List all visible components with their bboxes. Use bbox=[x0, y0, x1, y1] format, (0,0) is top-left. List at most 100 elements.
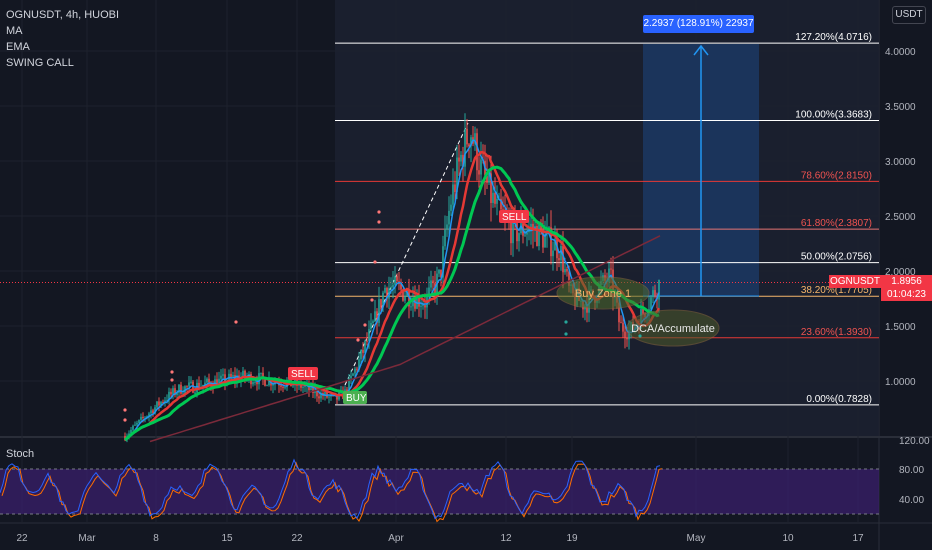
candle-body bbox=[442, 246, 444, 278]
swing-dot bbox=[123, 408, 127, 412]
candle bbox=[394, 266, 396, 294]
currency-button[interactable]: USDT bbox=[892, 6, 926, 24]
candle-body bbox=[496, 198, 498, 204]
candle-body bbox=[474, 133, 476, 144]
candle-body bbox=[552, 250, 554, 257]
measure-arrow-head bbox=[693, 44, 709, 56]
candle bbox=[496, 185, 498, 216]
slow-ma-line bbox=[149, 235, 661, 443]
candle bbox=[364, 339, 366, 363]
candle-body bbox=[438, 269, 440, 274]
candle bbox=[328, 394, 330, 404]
candle-body bbox=[512, 215, 514, 244]
candle-body bbox=[370, 322, 372, 330]
candle bbox=[272, 380, 274, 394]
candle-body bbox=[182, 393, 184, 395]
candle-body bbox=[524, 234, 526, 236]
candle-body bbox=[490, 173, 492, 204]
candle-body bbox=[356, 368, 358, 370]
candle-body bbox=[544, 234, 546, 248]
candle bbox=[468, 143, 470, 159]
candle bbox=[458, 144, 460, 176]
candle-body bbox=[586, 305, 588, 313]
candle bbox=[174, 384, 176, 398]
candle-body bbox=[160, 401, 162, 406]
legend-swing-call[interactable]: SWING CALL bbox=[6, 57, 74, 69]
price-tick-label: 2.0000 bbox=[885, 267, 916, 278]
candle-body bbox=[564, 268, 566, 273]
legend-ma[interactable]: MA bbox=[6, 25, 23, 37]
candle-body bbox=[336, 395, 338, 400]
swing-dot bbox=[638, 334, 642, 338]
candle-body bbox=[608, 268, 610, 283]
candle-body bbox=[494, 192, 496, 204]
candle-body bbox=[470, 137, 472, 147]
candle-body bbox=[518, 233, 520, 242]
sell-signal-text: SELL bbox=[291, 369, 316, 380]
candle bbox=[566, 266, 568, 277]
candle-body bbox=[320, 393, 322, 399]
price-tick-label: 4.0000 bbox=[885, 47, 916, 58]
stoch-legend[interactable]: Stoch bbox=[6, 448, 35, 460]
candle bbox=[554, 225, 556, 251]
candle-body bbox=[568, 271, 570, 286]
candle-body bbox=[198, 382, 200, 389]
candle-body bbox=[252, 382, 254, 385]
fib-level-label: 100.00%(3.3683) bbox=[795, 109, 872, 120]
candle-body bbox=[140, 416, 142, 420]
candle bbox=[408, 278, 410, 319]
candle-body bbox=[510, 221, 512, 244]
sell-signal-bg bbox=[499, 210, 529, 223]
candle-body bbox=[468, 144, 470, 147]
stoch-tick-label: 40.00 bbox=[899, 495, 924, 506]
candle-body bbox=[610, 268, 612, 270]
candle-body bbox=[376, 311, 378, 323]
candle-body bbox=[216, 379, 218, 387]
price-tick-label: 3.0000 bbox=[885, 157, 916, 168]
candle bbox=[490, 155, 492, 222]
candle bbox=[480, 141, 482, 186]
candle bbox=[562, 231, 564, 289]
time-tick-label: 17 bbox=[852, 533, 864, 544]
candle-body bbox=[188, 382, 190, 387]
stoch-k-line bbox=[0, 458, 661, 520]
candle-body bbox=[174, 388, 176, 395]
price-tick-label: 2.5000 bbox=[885, 212, 916, 223]
candle bbox=[180, 381, 182, 395]
candle-body bbox=[166, 400, 168, 402]
candle-body bbox=[202, 384, 204, 387]
candle-body bbox=[134, 424, 136, 426]
legend-symbol[interactable]: OGNUSDT, 4h, HUOBI bbox=[6, 9, 120, 21]
candle bbox=[442, 235, 444, 292]
candle bbox=[374, 299, 376, 322]
candle-body bbox=[204, 382, 206, 385]
candle bbox=[320, 388, 322, 402]
candle-body bbox=[162, 401, 164, 403]
candle bbox=[518, 232, 520, 252]
candle-body bbox=[378, 299, 380, 323]
candle-body bbox=[194, 392, 196, 394]
symbol-price-tag: OGNUSDT bbox=[829, 275, 881, 289]
candle-body bbox=[624, 331, 626, 338]
candle-body bbox=[138, 419, 140, 423]
candle bbox=[204, 375, 206, 386]
candle-body bbox=[560, 245, 562, 261]
candle bbox=[538, 221, 540, 251]
candle-body bbox=[190, 381, 192, 383]
candle bbox=[266, 384, 268, 387]
candle bbox=[544, 220, 546, 248]
candle-body bbox=[380, 299, 382, 308]
ema-line bbox=[124, 150, 661, 441]
legend-ema[interactable]: EMA bbox=[6, 41, 30, 53]
candle-body bbox=[304, 385, 306, 387]
candle-body bbox=[408, 290, 410, 307]
candle bbox=[392, 270, 394, 299]
candle-body bbox=[136, 422, 138, 425]
candle-body bbox=[538, 223, 540, 247]
candle bbox=[654, 284, 656, 299]
candle-body bbox=[152, 410, 154, 414]
candle-body bbox=[658, 279, 660, 300]
candle-body bbox=[350, 375, 352, 379]
candle-body bbox=[260, 372, 262, 374]
